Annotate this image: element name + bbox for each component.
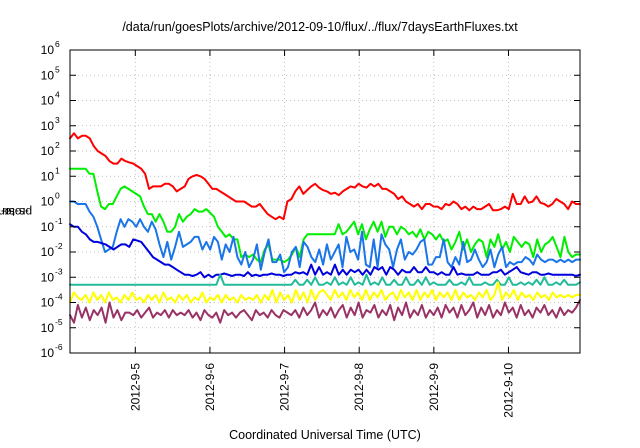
y-tick-label: 10 (41, 169, 55, 183)
y-tick-label: 10 (41, 43, 55, 57)
y-tick-label-exponent: 0 (55, 191, 60, 201)
y-tick-label: 10 (41, 144, 55, 158)
x-axis-label: Coordinated Universal Time (UTC) (229, 428, 421, 442)
y-tick-label-base: 10 (41, 321, 55, 335)
x-tick-label: 2012-9-10 (501, 363, 515, 418)
y-tick-label-exponent: -2 (55, 241, 63, 251)
y-tick-label-exponent: 5 (55, 64, 60, 74)
x-tick-label: 2012-9-5 (128, 363, 142, 411)
y-tick-label-exponent: -4 (55, 292, 63, 302)
y-tick-label-exponent: 3 (55, 115, 60, 125)
y-tick-label-base: 10 (41, 94, 55, 108)
y-tick-label-exponent: -1 (55, 216, 63, 226)
y-tick-label-base: 10 (41, 144, 55, 158)
flux-series-line-3 (69, 200, 581, 274)
y-tick-label-base: 10 (41, 245, 55, 259)
x-tick-label: 2012-9-6 (203, 363, 217, 411)
flux-series-line-2 (69, 167, 581, 264)
x-tick-label: 2012-9-7 (278, 363, 292, 411)
y-tick-label: 10 (41, 245, 55, 259)
flux-series-line-4 (69, 223, 581, 279)
y-tick-label-exponent: 6 (55, 39, 60, 49)
y-tick-label-base: 10 (41, 68, 55, 82)
flux-series-line-7 (69, 299, 581, 324)
y-tick-label-base: 10 (41, 43, 55, 57)
y-tick-label-exponent: -3 (55, 266, 63, 276)
x-tick-label: 2012-9-8 (352, 363, 366, 411)
y-tick-label-base: 10 (41, 296, 55, 310)
y-tick-label: 10 (41, 195, 55, 209)
y-tick-label-base: 10 (41, 195, 55, 209)
chart-title: /data/run/goesPlots/archive/2012-09-10/f… (122, 20, 518, 34)
x-tick-label: 2012-9-9 (427, 363, 441, 411)
y-tick-label: 10 (41, 270, 55, 284)
y-tick-label-base: 10 (41, 119, 55, 133)
y-tick-label-base: 10 (41, 169, 55, 183)
y-tick-label-base: 10 (41, 270, 55, 284)
y-tick-label-base: 10 (41, 346, 55, 360)
y-tick-label: 10 (41, 119, 55, 133)
y-tick-label: 10 (41, 321, 55, 335)
y-tick-label-base: 10 (41, 220, 55, 234)
axis-ticks: 10 -610 -510 -410 -310 -210 -110 010 110 210 310 41… (41, 39, 580, 418)
y-tick-label: 10 (41, 94, 55, 108)
y-tick-label-exponent: -6 (55, 342, 63, 352)
y-tick-label-exponent: 1 (55, 165, 60, 175)
y-tick-label: 10 (41, 296, 55, 310)
series-layer (69, 132, 581, 324)
flux-series-line-5 (69, 273, 581, 286)
y-tick-label-exponent: 2 (55, 140, 60, 150)
flux-series-line-1 (69, 132, 581, 221)
y-tick-label-exponent: -5 (55, 317, 63, 327)
y-tick-label: 10 (41, 68, 55, 82)
flux-series-line-6 (69, 281, 581, 304)
y-tick-label-exponent: 4 (55, 90, 60, 100)
y-tick-label: 10 (41, 220, 55, 234)
y-tick-label: 10 (41, 346, 55, 360)
